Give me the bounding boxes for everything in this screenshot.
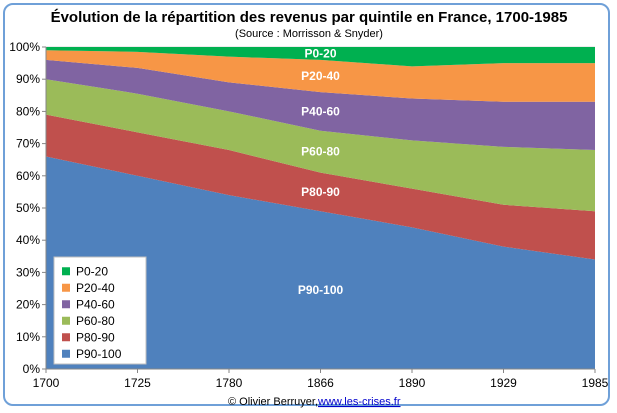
band-label-p80-90: P80-90	[301, 185, 340, 199]
legend-swatch-p0-20	[62, 267, 70, 276]
y-tick-label: 40%	[16, 233, 40, 247]
area-p40-60	[46, 59, 595, 151]
chart-title: Évolution de la répartition des revenus …	[51, 9, 568, 26]
y-tick-label: 30%	[16, 265, 40, 279]
y-axis-ticks: 0% 10% 20% 30% 40% 50% 60% 70% 80% 90% 100%	[9, 40, 46, 376]
x-tick-label: 1985	[582, 376, 609, 390]
y-tick-label: 70%	[16, 137, 40, 151]
x-tick-label: 1929	[490, 376, 517, 390]
legend-label-p0-20: P0-20	[76, 264, 108, 278]
band-label-p0-20: P0-20	[304, 46, 336, 60]
legend-swatch-p80-90	[62, 333, 70, 342]
x-tick-label: 1700	[33, 376, 60, 390]
y-tick-label: 100%	[9, 40, 40, 54]
x-tick-label: 1866	[307, 376, 334, 390]
band-labels: P90-100 P80-90 P60-80 P40-60 P20-40 P0-20	[298, 46, 344, 297]
area-p80-90	[46, 114, 595, 260]
band-label-p60-80: P60-80	[301, 145, 340, 159]
legend: P0-20 P20-40 P40-60 P60-80 P80-90 P90-100	[53, 256, 147, 365]
y-tick-label: 10%	[16, 330, 40, 344]
chart-subtitle: (Source : Morrisson & Snyder)	[235, 28, 383, 40]
legend-swatch-p60-80	[62, 316, 70, 325]
area-p0-20	[46, 47, 595, 67]
y-tick-label: 80%	[16, 104, 40, 118]
x-tick-label: 1780	[216, 376, 243, 390]
legend-label-p60-80: P60-80	[76, 314, 115, 328]
legend-label-p40-60: P40-60	[76, 297, 115, 311]
x-tick-label: 1725	[124, 376, 151, 390]
y-tick-label: 20%	[16, 298, 40, 312]
legend-swatch-p20-40	[62, 283, 70, 292]
x-axis-ticks: 1700 1725 1780 1866 1890 1929 1985	[33, 369, 609, 390]
legend-swatch-p40-60	[62, 300, 70, 309]
area-series	[46, 47, 595, 369]
x-tick-label: 1890	[399, 376, 426, 390]
band-label-p90-100: P90-100	[298, 283, 344, 297]
y-tick-label: 90%	[16, 72, 40, 86]
band-label-p20-40: P20-40	[301, 69, 340, 83]
legend-label-p20-40: P20-40	[76, 281, 115, 295]
legend-label-p80-90: P80-90	[76, 330, 115, 344]
legend-swatch-p90-100	[62, 349, 70, 358]
area-p90-100	[46, 156, 595, 369]
y-tick-label: 60%	[16, 169, 40, 183]
credit-link[interactable]: www.les-crises.fr	[317, 396, 401, 408]
y-tick-label: 0%	[23, 362, 41, 376]
y-tick-label: 50%	[16, 201, 40, 215]
band-label-p40-60: P40-60	[301, 104, 340, 118]
credit-author: © Olivier Berruyer,	[228, 396, 318, 408]
area-p60-80	[46, 79, 595, 212]
legend-label-p90-100: P90-100	[76, 347, 122, 361]
area-p20-40	[46, 50, 595, 102]
